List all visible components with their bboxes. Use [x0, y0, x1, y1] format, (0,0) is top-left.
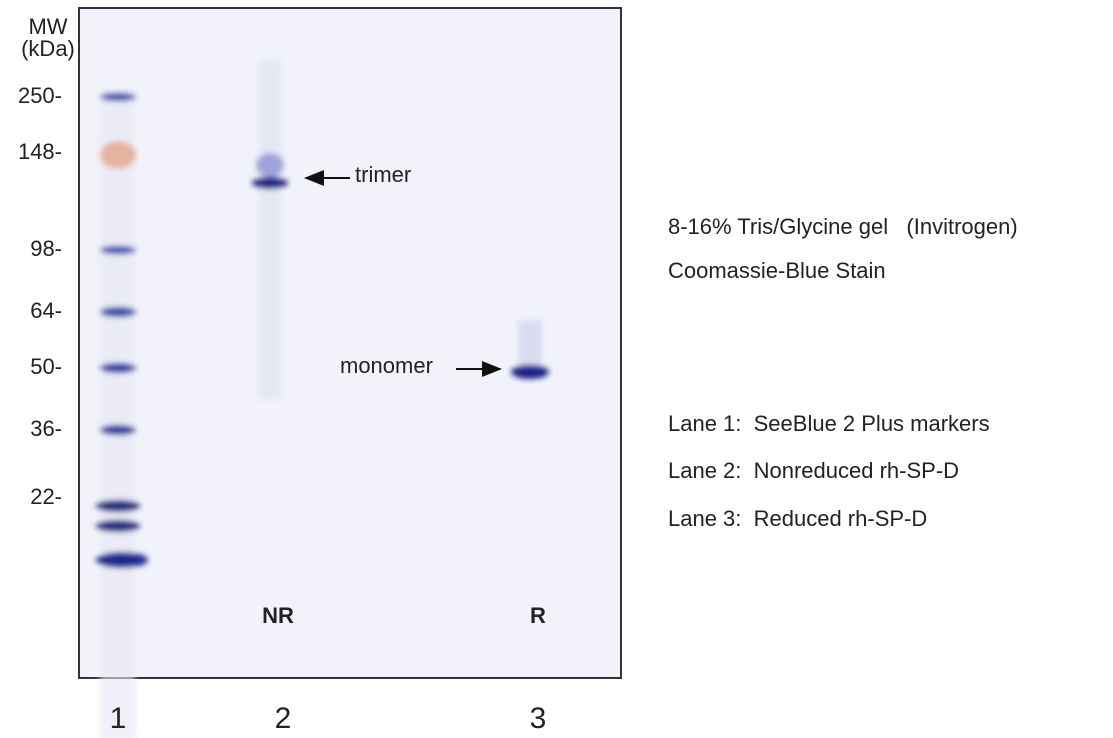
marker-label: 250- [18, 83, 62, 108]
legend-text: Lane 1: SeeBlue 2 Plus markers [668, 411, 990, 436]
legend-text: Coomassie-Blue Stain [668, 258, 886, 283]
marker-label: 22- [30, 484, 62, 509]
legend-text: Lane 2: Nonreduced rh-SP-D [668, 458, 959, 483]
marker-label: 148- [18, 139, 62, 164]
lane-number: 2 [275, 702, 292, 735]
lane-code: R [530, 603, 546, 628]
annotation: trimer [355, 162, 411, 187]
lane-number: 1 [110, 702, 127, 735]
annotation: monomer [340, 353, 433, 378]
marker-label: 50- [30, 354, 62, 379]
marker-label: 98- [30, 236, 62, 261]
legend-text: 8-16% Tris/Glycine gel (Invitrogen) [668, 214, 1018, 239]
legend-text: Lane 3: Reduced rh-SP-D [668, 506, 927, 531]
lane-code: NR [262, 603, 294, 628]
lane-number: 3 [530, 702, 547, 735]
marker-label: 36- [30, 416, 62, 441]
figure: MW (kDa) 250-148-98-64-50-36-22- trimer … [0, 0, 1113, 738]
unit-label: (kDa) [21, 36, 75, 61]
marker-label: 64- [30, 298, 62, 323]
